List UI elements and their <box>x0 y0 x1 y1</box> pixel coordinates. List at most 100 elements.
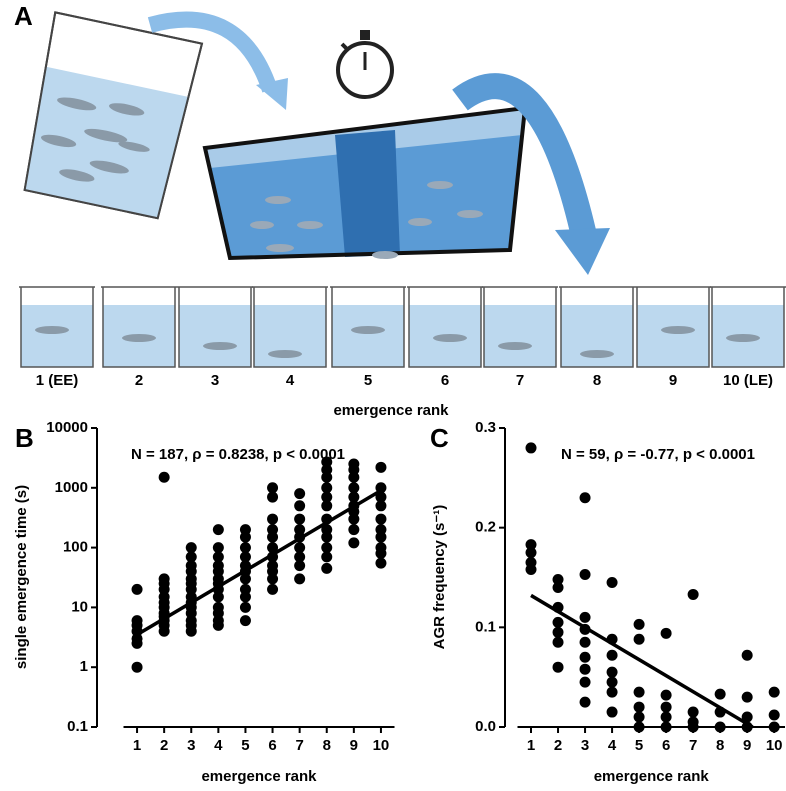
point <box>633 686 645 698</box>
point <box>687 721 699 733</box>
y-tick-label: 100 <box>63 539 88 556</box>
stopwatch <box>336 30 394 99</box>
point <box>212 591 224 603</box>
point <box>185 625 197 637</box>
x-tick-label: 5 <box>635 737 643 754</box>
beaker-glass <box>101 286 177 368</box>
fish <box>35 326 69 334</box>
point <box>552 581 564 593</box>
x-tick-label: 6 <box>268 737 276 754</box>
y-tick-label: 0.1 <box>67 718 88 735</box>
point <box>687 588 699 600</box>
point <box>579 611 591 623</box>
y-axis-label: AGR frequency (s⁻¹) <box>431 505 448 650</box>
point <box>687 706 699 718</box>
point <box>267 573 279 585</box>
point <box>768 709 780 721</box>
x-tick-label: 2 <box>554 737 562 754</box>
point <box>375 531 387 543</box>
point <box>131 615 143 627</box>
point <box>212 524 224 536</box>
point <box>552 661 564 673</box>
point <box>741 649 753 661</box>
point <box>606 576 618 588</box>
y-tick-label: 1000 <box>55 479 88 496</box>
point <box>633 633 645 645</box>
point <box>633 711 645 723</box>
beaker <box>635 286 711 368</box>
y-tick-label: 1 <box>80 658 88 675</box>
point <box>633 721 645 733</box>
fish <box>726 334 760 342</box>
point <box>348 482 360 494</box>
point <box>294 573 306 585</box>
beaker-label: 1 (EE) <box>36 372 79 389</box>
point <box>660 701 672 713</box>
point <box>239 615 251 627</box>
point <box>525 564 537 576</box>
point <box>714 688 726 700</box>
point <box>185 542 197 554</box>
y-tick-label: 0.3 <box>475 419 496 436</box>
beaker-glass <box>177 286 253 368</box>
fish <box>580 350 614 358</box>
x-tick-label: 8 <box>323 737 331 754</box>
point <box>239 573 251 585</box>
point <box>525 539 537 551</box>
x-axis-label: emergence rank <box>201 768 317 785</box>
y-tick-label: 0.0 <box>475 718 496 735</box>
x-tick-label: 7 <box>295 737 303 754</box>
point <box>321 491 333 503</box>
point <box>714 721 726 733</box>
point <box>239 591 251 603</box>
panel-label: A <box>14 1 33 31</box>
fish <box>351 326 385 334</box>
beaker-label: 7 <box>516 372 524 389</box>
point <box>375 557 387 569</box>
beaker-label: 4 <box>286 372 295 389</box>
x-tick-label: 7 <box>689 737 697 754</box>
beaker-glass <box>330 286 406 368</box>
point <box>294 551 306 563</box>
point <box>294 542 306 554</box>
point <box>579 676 591 688</box>
point <box>552 573 564 585</box>
point <box>321 531 333 543</box>
beaker-label: 5 <box>364 372 372 389</box>
x-tick-label: 9 <box>350 737 358 754</box>
fit-line <box>530 593 754 729</box>
beaker-glass <box>710 286 786 368</box>
point <box>525 442 537 454</box>
tank <box>202 105 528 261</box>
point <box>212 551 224 563</box>
x-tick-label: 4 <box>608 737 617 754</box>
point <box>267 583 279 595</box>
point <box>525 547 537 559</box>
fish <box>661 326 695 334</box>
point <box>185 551 197 563</box>
beaker-glass <box>559 286 635 368</box>
beaker <box>482 286 558 368</box>
beaker-water <box>21 305 93 367</box>
point <box>267 491 279 503</box>
x-tick-label: 10 <box>373 737 390 754</box>
fish <box>498 342 532 350</box>
beaker-label: 2 <box>135 372 143 389</box>
point <box>579 663 591 675</box>
point <box>321 551 333 563</box>
x-tick-label: 9 <box>743 737 751 754</box>
beaker-water <box>332 305 404 367</box>
point <box>348 513 360 525</box>
x-tick-label: 8 <box>716 737 724 754</box>
beaker-label: 8 <box>593 372 601 389</box>
x-tick-label: 1 <box>527 737 535 754</box>
point <box>212 619 224 631</box>
beaker <box>177 286 253 368</box>
point <box>660 627 672 639</box>
point <box>741 711 753 723</box>
x-tick-label: 3 <box>187 737 195 754</box>
point <box>375 491 387 503</box>
point <box>348 537 360 549</box>
point <box>375 461 387 473</box>
